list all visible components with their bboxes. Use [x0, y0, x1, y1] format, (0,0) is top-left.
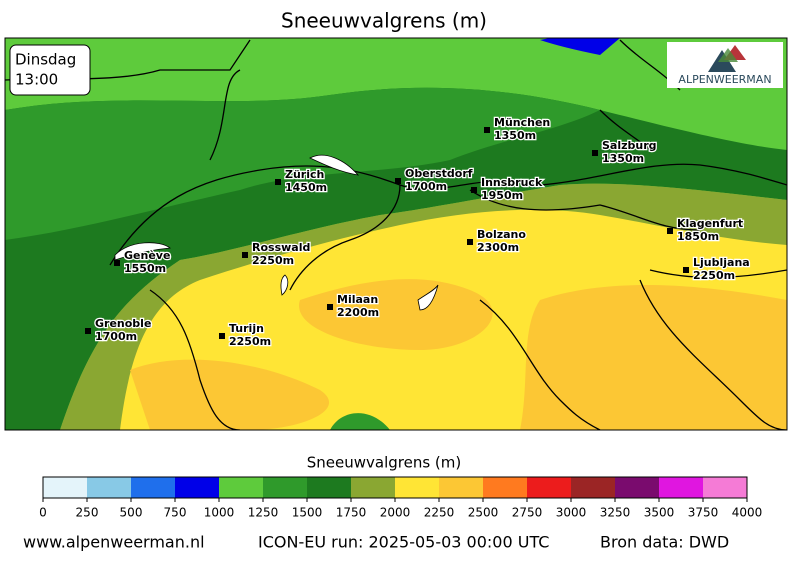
colorbar-segment	[571, 477, 615, 498]
colorbar-tick-label: 2250	[424, 506, 455, 520]
colorbar-segment	[263, 477, 307, 498]
colorbar-segment	[615, 477, 659, 498]
city-snow-line: 1700m	[95, 330, 137, 343]
city-snow-line: 1850m	[677, 230, 719, 243]
colorbar-segment	[351, 477, 395, 498]
city-name: Salzburg	[602, 139, 657, 152]
colorbar-segment	[307, 477, 351, 498]
city-name: Grenoble	[95, 317, 151, 330]
colorbar-segment	[43, 477, 87, 498]
city-snow-line: 2200m	[337, 306, 379, 319]
colorbar-segment	[483, 477, 527, 498]
city-snow-line: 1950m	[481, 189, 523, 202]
city-marker	[219, 333, 225, 339]
colorbar-tick-label: 4000	[732, 506, 763, 520]
colorbar-tick-label: 2000	[380, 506, 411, 520]
city-snow-line: 1550m	[124, 262, 166, 275]
colorbar-segment	[659, 477, 703, 498]
colorbar-tick-label: 500	[120, 506, 143, 520]
colorbar-segment	[175, 477, 219, 498]
city-snow-line: 2250m	[252, 254, 294, 267]
city-marker	[667, 228, 673, 234]
city-marker	[242, 252, 248, 258]
logo-text: ALPENWEERMAN	[678, 73, 771, 86]
city-snow-line: 1700m	[405, 180, 447, 193]
cities: München1350mSalzburg1350mZürich1450mOber…	[85, 115, 751, 349]
colorbar: 0 250 500 750 1000 1250 1500 1750 2000 2250 2500 27…	[39, 476, 763, 520]
city-name: Rosswald	[252, 241, 310, 254]
colorbar-tick-label: 3500	[644, 506, 675, 520]
map	[4, 37, 788, 431]
city-marker	[471, 187, 477, 193]
colorbar-tick-label: 3250	[600, 506, 631, 520]
logo: ALPENWEERMAN	[667, 42, 783, 88]
time: 13:00	[15, 71, 58, 89]
colorbar-tick-label: 1000	[204, 506, 235, 520]
city-name: Milaan	[337, 293, 378, 306]
city-marker	[395, 178, 401, 184]
colorbar-tick-label: 250	[76, 506, 99, 520]
city-marker	[114, 260, 120, 266]
city-name: Innsbruck	[481, 176, 543, 189]
city-name: Oberstdorf	[405, 167, 473, 180]
city-marker	[683, 267, 689, 273]
city-snow-line: 2250m	[693, 269, 735, 282]
colorbar-tick-label: 750	[164, 506, 187, 520]
colorbar-tick-label: 1250	[248, 506, 279, 520]
city-name: Ljubljana	[693, 256, 750, 269]
city-snow-line: 2300m	[477, 241, 519, 254]
footer-source: Bron data: DWD	[600, 533, 729, 552]
footer: www.alpenweerman.nl ICON-EU run: 2025-05…	[23, 533, 729, 552]
city-name: Bolzano	[477, 228, 526, 241]
city-marker	[275, 179, 281, 185]
colorbar-segment	[703, 477, 747, 498]
colorbar-segment	[439, 477, 483, 498]
colorbar-tick-label: 1750	[336, 506, 367, 520]
colorbar-tick-label: 0	[39, 506, 47, 520]
colorbar-segment	[527, 477, 571, 498]
city-marker	[484, 127, 490, 133]
colorbar-tick-label: 3000	[556, 506, 587, 520]
colorbar-segment	[131, 477, 175, 498]
city-name: Zürich	[285, 168, 324, 181]
city-name: Turijn	[229, 322, 264, 335]
footer-run: ICON-EU run: 2025-05-03 00:00 UTC	[258, 533, 549, 552]
city-snow-line: 1350m	[602, 152, 644, 165]
colorbar-segment	[219, 477, 263, 498]
city-name: München	[494, 116, 550, 129]
colorbar-tick-label: 2750	[512, 506, 543, 520]
city-name: Genève	[124, 249, 170, 262]
city-marker	[592, 150, 598, 156]
city-snow-line: 1450m	[285, 181, 327, 194]
city-marker	[327, 304, 333, 310]
colorbar-title: Sneeuwvalgrens (m)	[307, 454, 462, 472]
colorbar-tick-label: 2500	[468, 506, 499, 520]
city-marker	[467, 239, 473, 245]
city-name: Klagenfurt	[677, 217, 743, 230]
colorbar-tick-label: 3750	[688, 506, 719, 520]
city-marker	[85, 328, 91, 334]
colorbar-segment	[395, 477, 439, 498]
time-box: Dinsdag 13:00	[9, 44, 91, 96]
city-snow-line: 2250m	[229, 335, 271, 348]
title: Sneeuwvalgrens (m)	[281, 9, 487, 33]
colorbar-tick-label: 1500	[292, 506, 323, 520]
day: Dinsdag	[15, 51, 76, 69]
footer-website: www.alpenweerman.nl	[23, 533, 205, 552]
city-snow-line: 1350m	[494, 129, 536, 142]
colorbar-segment	[87, 477, 131, 498]
